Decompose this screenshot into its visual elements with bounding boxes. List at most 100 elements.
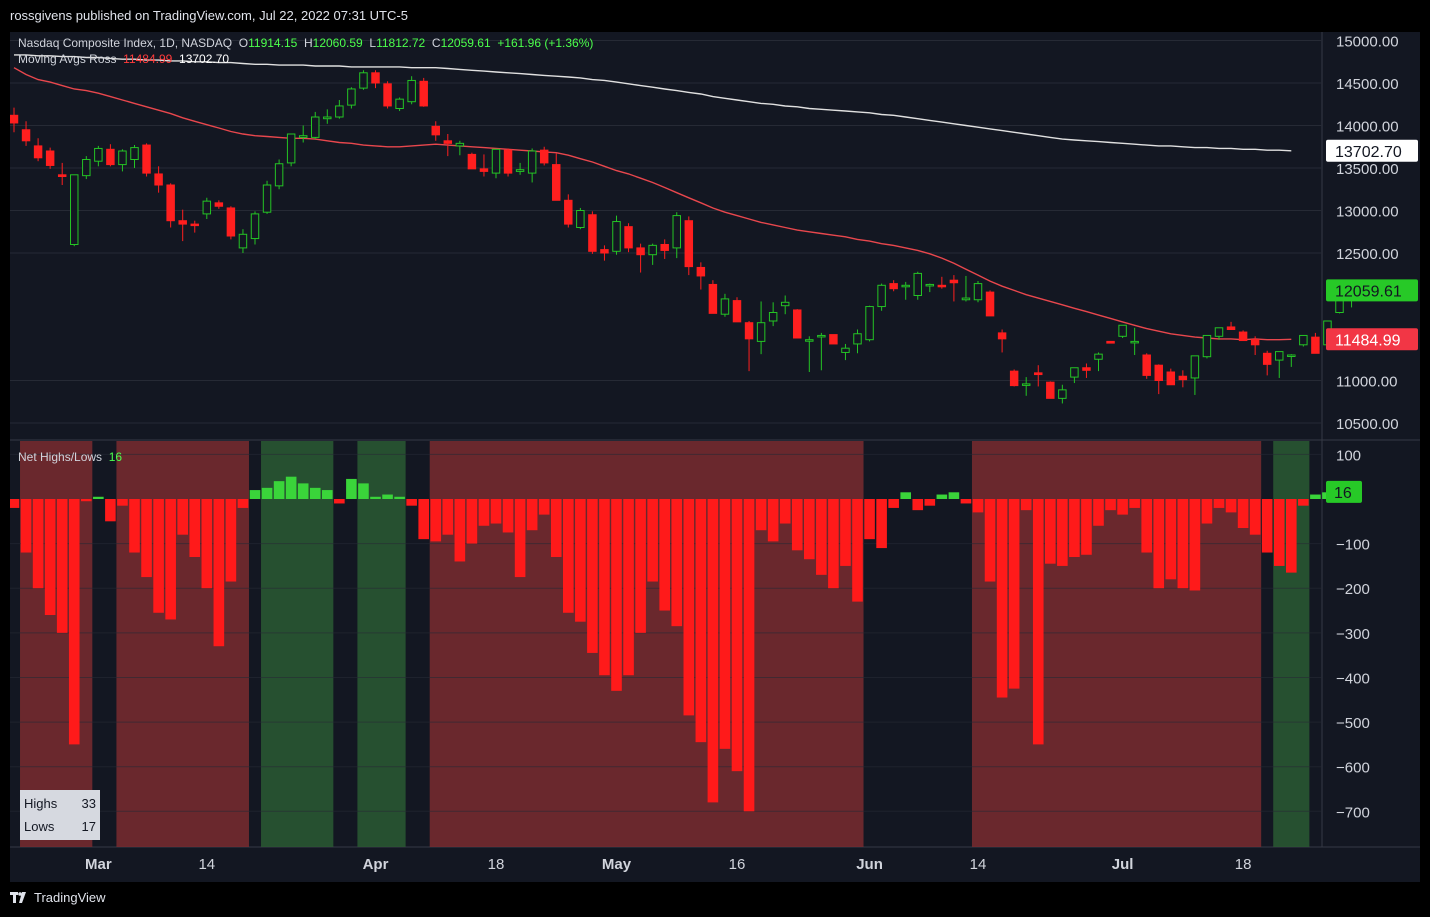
net-highs-lows-bar (514, 499, 526, 578)
candle-body (527, 150, 537, 174)
net-highs-lows-bar (562, 499, 574, 613)
candle-body (1262, 352, 1272, 365)
net-highs-lows-bar (1081, 499, 1092, 555)
candle-body (925, 283, 935, 287)
publisher-line: rossgivens published on TradingView.com,… (10, 8, 408, 23)
price-tick-label: 14000.00 (1336, 119, 1399, 136)
net-highs-lows-bar (779, 499, 791, 524)
chart-canvas[interactable]: 15000.00 14500.00 14000.00 13500.00 13000.00… (10, 32, 1420, 882)
ma-legend[interactable]: Moving Avgs Ross 11484.99 13702.70 (18, 52, 229, 66)
candle-body (407, 79, 416, 103)
candle-body (1058, 389, 1067, 399)
candle-body (286, 133, 296, 164)
time-tick-label: 14 (970, 856, 987, 873)
net-highs-lows-bar (924, 499, 936, 506)
price-badge-label: 13702.70 (1335, 144, 1402, 161)
candle-body (1275, 351, 1284, 361)
net-highs-lows-bar (828, 499, 839, 589)
price-tick-label: 11000.00 (1336, 374, 1397, 391)
candle-body (371, 72, 380, 84)
indicator-legend[interactable]: Net Highs/Lows 16 (18, 450, 122, 464)
net-highs-lows-bar (1020, 499, 1032, 511)
bearish-zone (20, 441, 93, 847)
net-highs-lows-bar (454, 499, 466, 562)
candle-body (118, 150, 127, 166)
net-highs-lows-bar (719, 499, 731, 749)
candle-body (1166, 371, 1176, 386)
candle-body (298, 135, 308, 138)
chart-frame[interactable]: 15000.00 14500.00 14000.00 13500.00 13000.00… (10, 32, 1420, 882)
net-highs-lows-bar (707, 499, 719, 803)
tradingview-logo-icon (10, 891, 26, 903)
time-tick-label: Apr (363, 856, 389, 873)
indicator-tick-label: −100 (1336, 537, 1370, 554)
candle-body (756, 322, 766, 342)
net-highs-lows-bar (1153, 499, 1165, 589)
net-highs-lows-bar (358, 483, 369, 499)
indicator-tick-label: −400 (1336, 670, 1370, 687)
low-value: 11812.72 (376, 36, 426, 50)
candle-body (491, 148, 501, 174)
price-tick-label: 15000.00 (1336, 34, 1399, 51)
net-highs-lows-bar (10, 499, 20, 508)
candle-body (1214, 327, 1224, 337)
close-label: C (431, 36, 441, 50)
symbol-title[interactable]: Nasdaq Composite Index, 1D, NASDAQ (18, 36, 233, 50)
high-label: H (303, 36, 313, 50)
candle-body (347, 88, 356, 106)
net-highs-lows-bar (261, 487, 273, 499)
bullish-zone (357, 441, 406, 847)
net-highs-lows-bar (1261, 499, 1273, 553)
candle-body (576, 210, 585, 228)
candle-body (539, 149, 549, 164)
candle-body (419, 80, 428, 107)
footer[interactable]: TradingView (10, 890, 106, 905)
time-tick-label: 18 (1235, 856, 1252, 873)
net-highs-lows-bar (1201, 499, 1213, 524)
candle-body (503, 149, 513, 174)
net-highs-lows-bar (840, 499, 851, 566)
candle-body (1190, 355, 1200, 379)
highs-value: 33 (81, 796, 96, 811)
candle-body (443, 140, 453, 144)
lows-value: 17 (81, 819, 96, 834)
net-highs-lows-bar (1165, 499, 1177, 580)
net-highs-lows-bar (32, 499, 44, 589)
footer-brand[interactable]: TradingView (34, 890, 106, 905)
candle-body (166, 184, 175, 222)
indicator-name[interactable]: Net Highs/Lows (18, 450, 103, 464)
net-highs-lows-bar (1249, 499, 1261, 535)
time-tick-label: Jun (856, 856, 883, 873)
candle-body (708, 283, 718, 314)
candle-body (359, 72, 368, 89)
net-highs-lows-bar (346, 478, 357, 499)
net-highs-lows-bar (1237, 499, 1249, 528)
price-tick-label: 12500.00 (1336, 246, 1399, 263)
time-tick-label: Jul (1112, 856, 1134, 873)
net-highs-lows-bar (297, 483, 309, 499)
candle-body (877, 284, 886, 308)
net-highs-lows-bar (599, 499, 610, 676)
net-highs-lows-bar (442, 499, 454, 535)
net-highs-lows-bar (105, 499, 116, 522)
indicator-tick-label: −500 (1336, 715, 1370, 732)
price-tick-label: 13500.00 (1336, 161, 1399, 178)
time-tick-label: 14 (198, 856, 215, 873)
low-label: L (369, 36, 377, 50)
symbol-legend[interactable]: Nasdaq Composite Index, 1D, NASDAQ O1191… (18, 36, 593, 50)
candle-body (1142, 354, 1151, 376)
candle-body (70, 174, 79, 245)
candle-body (865, 306, 874, 341)
ma-name[interactable]: Moving Avgs Ross (18, 52, 117, 66)
highs-label: Highs (24, 796, 58, 811)
net-highs-lows-bar (225, 499, 237, 582)
candle-body (1106, 340, 1115, 344)
indicator-badge (1326, 480, 1362, 503)
candle-body (467, 153, 477, 170)
net-highs-lows-bar (177, 499, 189, 535)
net-highs-lows-bar (129, 499, 140, 553)
indicator-tick-label: 100 (1336, 447, 1361, 464)
net-highs-lows-bar (1044, 499, 1056, 564)
candle-body (10, 114, 19, 124)
net-highs-lows-bar (852, 499, 863, 602)
